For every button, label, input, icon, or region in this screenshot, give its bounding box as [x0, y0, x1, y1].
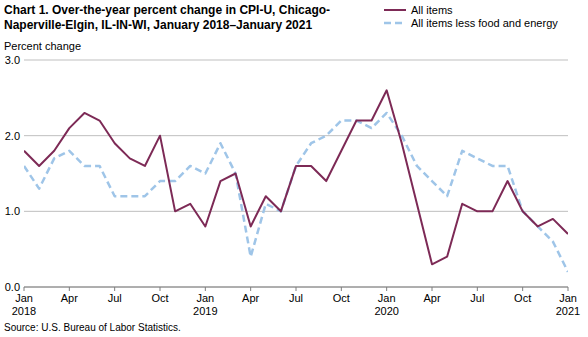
y-tick-label: 2.0 — [5, 130, 20, 142]
x-tick-label: Apr — [423, 292, 440, 304]
x-tick-label: Jan2018 — [12, 292, 36, 317]
grid-line — [24, 60, 568, 61]
grid-line — [24, 135, 568, 136]
series-line — [24, 90, 568, 264]
x-tick-label: Apr — [242, 292, 259, 304]
legend-swatch — [384, 22, 406, 25]
x-tick-label: Jan2021 — [556, 292, 580, 317]
legend-label: All items less food and energy — [411, 17, 558, 29]
y-axis-label: Percent change — [4, 40, 81, 52]
x-tick-label-line: Jul — [289, 292, 303, 304]
legend-label: All items — [411, 4, 453, 16]
x-tick-label-line: 2020 — [374, 305, 398, 317]
plot-area — [24, 90, 568, 272]
x-tick — [432, 287, 433, 291]
x-tick — [386, 287, 387, 291]
x-tick-label-line: Jan — [559, 292, 577, 304]
x-tick — [522, 287, 523, 291]
x-tick — [69, 287, 70, 291]
series-line — [24, 113, 568, 272]
x-tick-label: Oct — [514, 292, 531, 304]
x-tick-label: Jan2019 — [193, 292, 217, 317]
x-tick-label-line: Jul — [470, 292, 484, 304]
x-tick — [160, 287, 161, 291]
x-tick — [114, 287, 115, 291]
x-tick-label-line: Jan — [15, 292, 33, 304]
x-tick-label-line: Apr — [61, 292, 78, 304]
x-tick-label-line: 2018 — [12, 305, 36, 317]
x-tick — [568, 287, 569, 291]
y-tick-label: 3.0 — [5, 54, 20, 66]
x-tick-label-line: Jan — [378, 292, 396, 304]
x-tick — [296, 287, 297, 291]
x-tick-label-line: Apr — [423, 292, 440, 304]
x-tick-label-line: 2021 — [556, 305, 580, 317]
x-tick-label: Jul — [470, 292, 484, 304]
x-tick — [205, 287, 206, 291]
x-tick — [341, 287, 342, 291]
x-tick-label: Apr — [61, 292, 78, 304]
x-tick — [24, 287, 25, 291]
y-tick-label: 1.0 — [5, 205, 20, 217]
x-tick-label: Oct — [151, 292, 168, 304]
x-tick-label: Jan2020 — [374, 292, 398, 317]
title: Chart 1. Over-the-year percent change in… — [4, 3, 384, 33]
x-tick-label-line: Apr — [242, 292, 259, 304]
x-tick — [477, 287, 478, 291]
x-tick-label-line: Jan — [196, 292, 214, 304]
x-tick-label-line: Oct — [151, 292, 168, 304]
x-tick — [250, 287, 251, 291]
x-tick-label-line: Oct — [514, 292, 531, 304]
x-tick-label: Jul — [108, 292, 122, 304]
x-tick-label: Jul — [289, 292, 303, 304]
source: Source: U.S. Bureau of Labor Statistics. — [4, 322, 181, 333]
x-tick-label: Oct — [333, 292, 350, 304]
legend-swatch — [384, 9, 406, 11]
x-tick-label-line: Oct — [333, 292, 350, 304]
x-tick-label-line: Jul — [108, 292, 122, 304]
x-tick-label-line: 2019 — [193, 305, 217, 317]
